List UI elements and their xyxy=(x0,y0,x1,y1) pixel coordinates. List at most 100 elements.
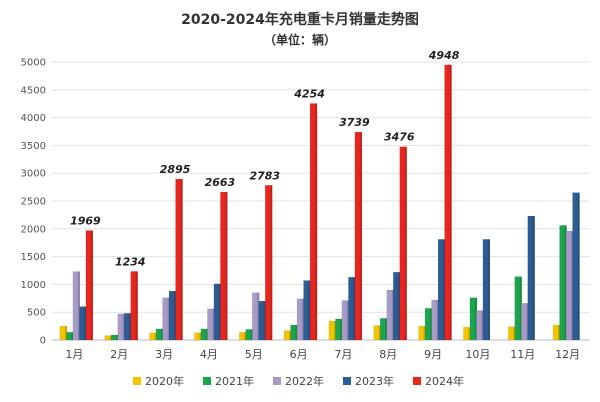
legend-swatch xyxy=(133,377,141,385)
y-tick-label: 4500 xyxy=(21,85,46,96)
bar-shade xyxy=(340,318,343,340)
x-tick-label: 12月 xyxy=(555,348,580,361)
bar-shade xyxy=(77,271,80,340)
bar xyxy=(85,230,94,341)
bar-shade xyxy=(398,272,401,340)
bar-shade xyxy=(257,292,260,340)
bar-shade xyxy=(526,303,529,340)
bar-shade xyxy=(346,300,349,340)
bar-shade xyxy=(385,318,388,340)
y-axis: 0 500 1000 1500 2000 2500 3000 3500 4000 4500 5000 xyxy=(21,58,46,347)
x-tick-label: 6月 xyxy=(290,348,308,361)
bar-shade xyxy=(116,334,119,340)
data-label: 4948 xyxy=(428,49,460,62)
bar-shade xyxy=(359,132,362,340)
legend-swatch xyxy=(203,377,211,385)
x-tick-label: 4月 xyxy=(200,348,218,361)
bar-shade xyxy=(64,326,67,340)
y-tick-label: 3000 xyxy=(21,169,46,180)
legend-swatch xyxy=(273,377,281,385)
bar-shade xyxy=(353,277,356,340)
bar-shade xyxy=(135,271,138,340)
bar-shade xyxy=(571,231,574,340)
bar-shade xyxy=(289,330,292,340)
bar-shade xyxy=(378,325,381,340)
x-tick-label: 5月 xyxy=(245,348,263,361)
x-axis: 1月 2月 3月 4月 5月 6月 7月 8月 9月 10月 11月 12月 xyxy=(65,348,580,361)
y-tick-label: 2000 xyxy=(21,224,46,235)
bar-shade xyxy=(315,103,318,340)
bar-shade xyxy=(481,310,484,340)
bar-shade xyxy=(436,299,439,340)
bar xyxy=(572,192,580,341)
legend-label: 2020年 xyxy=(145,374,184,388)
data-label: 1234 xyxy=(115,255,146,268)
bar-shade xyxy=(205,328,208,340)
bars xyxy=(59,64,580,341)
bar-shade xyxy=(199,332,202,340)
bar-shade xyxy=(430,308,433,340)
bar-shade xyxy=(225,191,228,340)
bar xyxy=(220,191,228,341)
bar-shade xyxy=(167,297,170,340)
y-tick-label: 1000 xyxy=(21,280,46,291)
bar xyxy=(175,178,183,341)
legend: 2020年 2021年 2022年 2023年 2024年 xyxy=(133,374,464,388)
bar-shade xyxy=(84,306,87,340)
bar-shade xyxy=(302,298,305,340)
x-tick-label: 2月 xyxy=(110,348,128,361)
bar-shade xyxy=(474,297,477,340)
bar-shade xyxy=(333,321,336,340)
bar-shade xyxy=(519,276,522,340)
bar-shade xyxy=(71,332,74,340)
legend-swatch xyxy=(413,377,421,385)
x-tick-label: 3月 xyxy=(155,348,173,361)
y-tick-label: 4000 xyxy=(21,113,46,124)
data-labels: 1969 1234 2895 2663 2783 4254 3739 3476 4948 xyxy=(70,49,460,268)
bar-shade xyxy=(558,324,561,340)
data-label: 2663 xyxy=(205,176,236,189)
x-tick-label: 9月 xyxy=(424,348,442,361)
bar xyxy=(527,215,535,341)
bar-shade xyxy=(270,185,273,340)
bar xyxy=(399,146,407,341)
bar xyxy=(72,271,81,341)
legend-label: 2024年 xyxy=(425,374,464,388)
x-tick-label: 8月 xyxy=(379,348,397,361)
legend-label: 2021年 xyxy=(215,374,254,388)
bar-shade xyxy=(250,329,253,340)
data-label: 4254 xyxy=(293,87,325,100)
x-tick-label: 11月 xyxy=(510,348,535,361)
bar-shade xyxy=(404,146,407,340)
bar-shade xyxy=(129,313,132,340)
data-label: 3739 xyxy=(339,116,370,129)
bar-shade xyxy=(218,283,221,340)
bar xyxy=(309,103,318,341)
bar-shade xyxy=(487,239,490,340)
y-tick-label: 2500 xyxy=(21,197,46,208)
bar-shade xyxy=(122,313,125,340)
bar-shade xyxy=(90,230,93,340)
chart-subtitle: （单位：辆） xyxy=(264,32,336,47)
bar-shade xyxy=(308,280,311,340)
bar-shade xyxy=(449,64,452,340)
x-tick-label: 1月 xyxy=(65,348,83,361)
bar xyxy=(354,131,363,341)
bar-shade xyxy=(468,327,471,340)
chart-title: 2020-2024年充电重卡月销量走势图 xyxy=(181,11,419,28)
y-tick-label: 500 xyxy=(27,308,46,319)
bar-shade xyxy=(443,239,446,340)
data-label: 2783 xyxy=(249,169,280,182)
bar-shade xyxy=(212,308,215,340)
gridlines xyxy=(52,61,590,341)
bar-shade xyxy=(532,216,535,340)
y-tick-label: 0 xyxy=(40,336,46,347)
data-label: 1969 xyxy=(70,215,101,228)
bar-shade xyxy=(423,326,426,340)
bar-shade xyxy=(244,332,247,340)
data-label: 2895 xyxy=(160,163,191,176)
bar-shade xyxy=(154,332,157,340)
bar-shade xyxy=(161,328,164,340)
